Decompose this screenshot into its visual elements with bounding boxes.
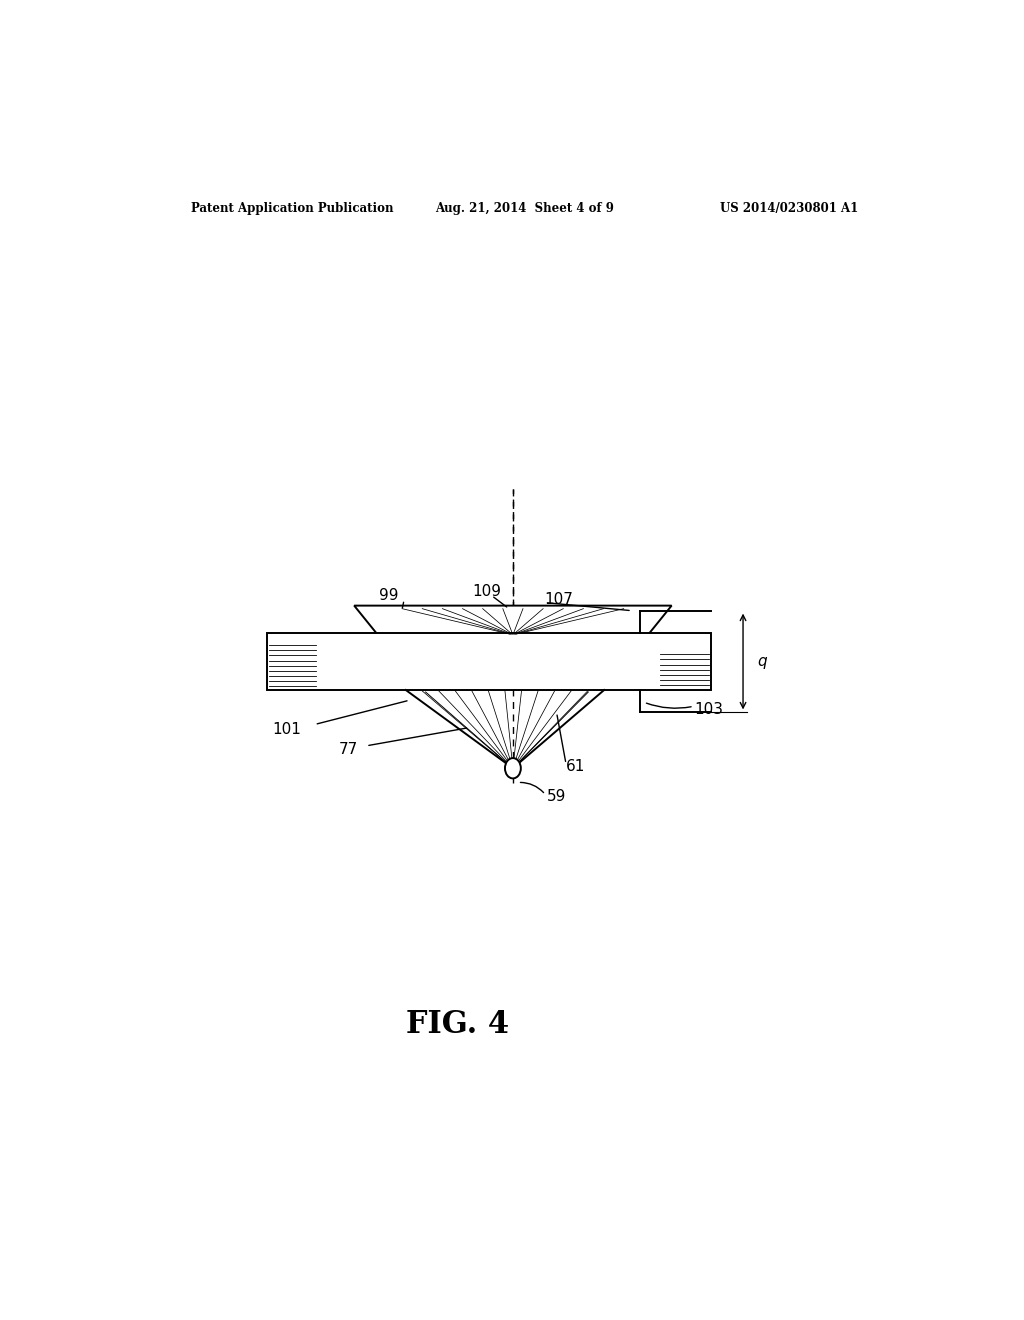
Circle shape [505,758,521,779]
Text: Patent Application Publication: Patent Application Publication [191,202,394,215]
Text: 77: 77 [339,742,358,758]
Text: 107: 107 [545,591,573,607]
Text: 103: 103 [694,702,723,717]
Text: Aug. 21, 2014  Sheet 4 of 9: Aug. 21, 2014 Sheet 4 of 9 [435,202,614,215]
Text: 59: 59 [547,789,566,804]
Text: 61: 61 [566,759,586,774]
Text: US 2014/0230801 A1: US 2014/0230801 A1 [720,202,858,215]
Text: q: q [758,653,767,669]
Polygon shape [354,606,672,635]
Text: 109: 109 [472,583,501,599]
Bar [267,634,712,690]
Text: 99: 99 [379,587,398,603]
Text: 101: 101 [272,722,301,737]
Text: FIG. 4: FIG. 4 [406,1008,509,1040]
